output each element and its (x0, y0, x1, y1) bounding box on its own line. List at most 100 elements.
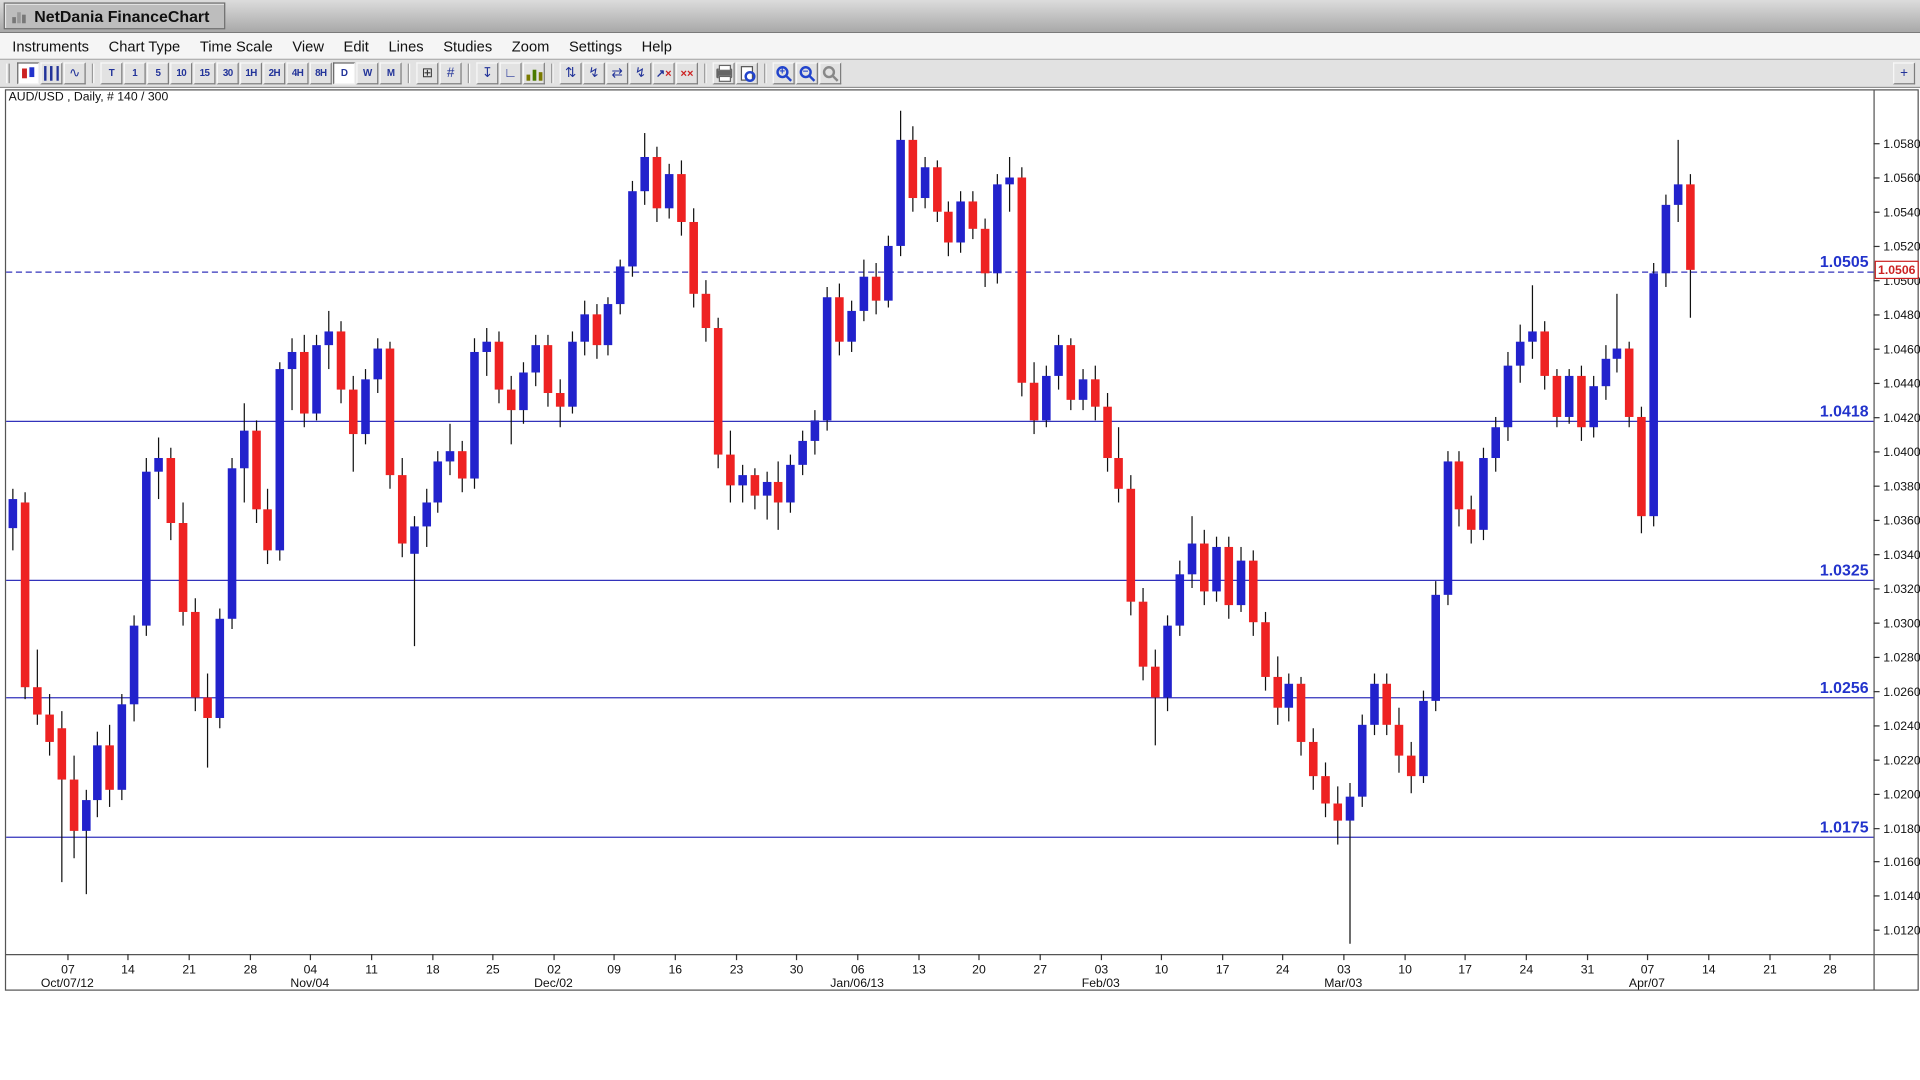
step-chart-icon: ∟ (504, 65, 518, 81)
zoom-out-button[interactable] (795, 62, 818, 85)
chart-border (4, 89, 1919, 991)
candle-body (1296, 683, 1306, 742)
toolbar-grip[interactable] (6, 63, 10, 84)
time-tick-label: 10 (1398, 963, 1412, 977)
timeframe-1H-button[interactable]: 1H (240, 62, 263, 85)
timeframe-10-button[interactable]: 10 (170, 62, 193, 85)
price-tick-label: 1.0300 (1883, 616, 1920, 630)
zigzag-tool-button-2[interactable]: ↯ (582, 62, 605, 85)
time-tick-label: 24 (1520, 963, 1534, 977)
timeframe-T-icon: T (108, 67, 115, 79)
level-label: 1.0175 (1820, 819, 1869, 836)
candle-body (640, 156, 649, 192)
volume-icon (525, 66, 542, 81)
candle-body (580, 314, 589, 342)
candle-body (1114, 458, 1123, 489)
step-chart-button[interactable]: ∟ (499, 62, 522, 85)
candle-body (1187, 543, 1197, 575)
line-chart-button[interactable]: ∿ (63, 62, 86, 85)
toolbar: ∿ T 1 5 10 15 30 1H 2H 4H 8H D W M ⊞ # ↧ ∟ ⇅ ↯ ⇄ ↯ ↗ × × × + (0, 59, 1920, 89)
timeframe-D-button[interactable]: D (333, 62, 356, 85)
timeframe-8H-icon: 8H (315, 67, 327, 79)
candle-body (1357, 724, 1367, 797)
candlestick-chart-button[interactable] (17, 62, 40, 85)
candle-body (1273, 676, 1283, 708)
timeframe-8H-button[interactable]: 8H (309, 62, 332, 85)
chart-area[interactable]: 1.0505 1.0418 1.0325 1.0256 1.0175 1.0580 1.05… (0, 88, 1920, 1080)
menu-time-scale[interactable]: Time Scale (199, 37, 273, 55)
menu-instruments[interactable]: Instruments (12, 37, 90, 55)
delete-all-button[interactable]: × × (675, 62, 698, 85)
menu-studies[interactable]: Studies (443, 37, 493, 55)
bar-chart-button[interactable] (40, 62, 63, 85)
panel-expand-icon: + (1900, 65, 1909, 81)
timeframe-4H-button[interactable]: 4H (286, 62, 309, 85)
candle-body (1138, 601, 1148, 667)
print-icon (715, 64, 732, 82)
timeframe-2H-button[interactable]: 2H (263, 62, 286, 85)
print-preview-button[interactable] (735, 62, 758, 85)
candle-body (896, 139, 905, 246)
panel-expand-button[interactable]: + (1893, 62, 1916, 85)
delete-drawing-button[interactable]: ↗ × (652, 62, 675, 85)
hash-button[interactable]: # (439, 62, 462, 85)
timeframe-W-button[interactable]: W (356, 62, 379, 85)
title-bar[interactable]: NetDania FinanceChart (0, 0, 1920, 34)
menu-edit[interactable]: Edit (343, 37, 369, 55)
time-axis[interactable]: 07 14 21 28 04 11 18 25 02 09 16 23 30 06 13 20 27 03 10 17… (41, 954, 1837, 990)
timeframe-5-button[interactable]: 5 (146, 62, 169, 85)
candle-body (1577, 375, 1586, 428)
zigzag-tool-button-4[interactable]: ↯ (629, 62, 652, 85)
candle-body (531, 345, 541, 373)
candle-body (324, 331, 334, 346)
price-tick-label: 1.0160 (1883, 855, 1920, 869)
volume-button[interactable] (522, 62, 545, 85)
timeframe-15-button[interactable]: 15 (193, 62, 216, 85)
menu-zoom[interactable]: Zoom (511, 37, 550, 55)
menu-settings[interactable]: Settings (568, 37, 623, 55)
zigzag-tool-3-icon: ⇄ (611, 65, 623, 81)
menu-help[interactable]: Help (641, 37, 672, 55)
zigzag-tool-button-1[interactable]: ⇅ (559, 62, 582, 85)
timeframe-M-button[interactable]: M (379, 62, 402, 85)
candle-body (470, 351, 479, 479)
zoom-in-button[interactable] (772, 62, 795, 85)
menu-view[interactable]: View (292, 37, 324, 55)
zoom-in-icon (776, 66, 789, 79)
timeframe-1-button[interactable]: 1 (123, 62, 146, 85)
chart-svg[interactable]: 1.0505 1.0418 1.0325 1.0256 1.0175 1.0580 1.05… (0, 88, 1920, 1080)
candle-body (287, 351, 297, 370)
candle-body (835, 297, 844, 342)
candle-body (494, 341, 504, 390)
zoom-reset-button[interactable] (819, 62, 842, 85)
support-resistance-lines[interactable]: 1.0505 1.0418 1.0325 1.0256 1.0175 (6, 254, 1874, 838)
price-tick-label: 1.0440 (1883, 377, 1920, 391)
candle-body (1370, 683, 1379, 725)
time-tick-label: 07 (61, 963, 75, 977)
candle-body (348, 389, 358, 435)
grid-button[interactable]: ⊞ (416, 62, 439, 85)
price-axis[interactable]: 1.05801.05601.05401.05201.05001.04801.04… (1873, 137, 1920, 937)
candle-body (1394, 724, 1404, 756)
zigzag-tool-button-3[interactable]: ⇄ (606, 62, 629, 85)
timeframe-30-button[interactable]: 30 (216, 62, 239, 85)
candle-body (1564, 375, 1574, 417)
timeframe-T-button[interactable]: T (100, 62, 123, 85)
candle-body (1017, 177, 1027, 383)
price-tick-label: 1.0420 (1883, 411, 1920, 425)
time-tick-label: 09 (607, 963, 621, 977)
menu-chart-type[interactable]: Chart Type (108, 37, 181, 55)
candle-body (1491, 427, 1501, 459)
download-data-button[interactable]: ↧ (476, 62, 499, 85)
menu-lines[interactable]: Lines (388, 37, 424, 55)
candle-body (1406, 755, 1416, 777)
candle-body (1321, 776, 1330, 804)
timeframe-1-icon: 1 (132, 67, 138, 79)
candle-body (568, 341, 577, 407)
price-tick-label: 1.0180 (1883, 822, 1920, 836)
time-tick-label: 21 (182, 963, 196, 977)
candle-body (1612, 348, 1622, 359)
candle-body (968, 201, 978, 229)
print-button[interactable] (712, 62, 735, 85)
zigzag-tool-1-icon: ⇅ (564, 65, 577, 81)
